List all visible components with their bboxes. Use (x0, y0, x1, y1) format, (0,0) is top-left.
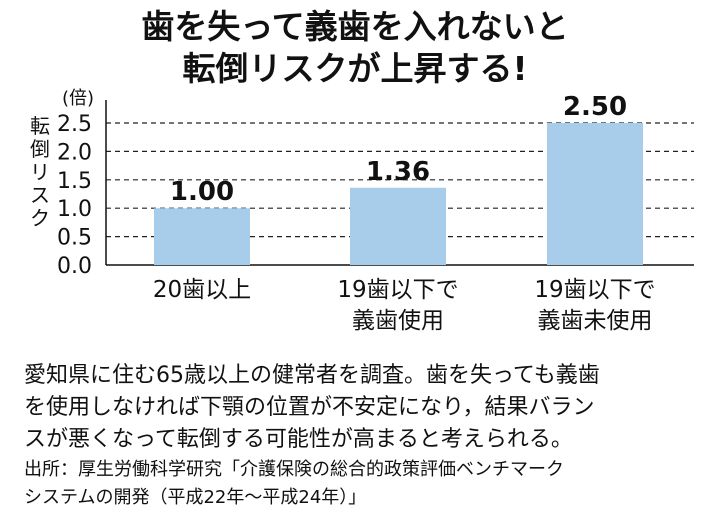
bar (350, 187, 446, 265)
bar-value-label: 2.50 (563, 92, 627, 122)
source-note: 出所：厚生労働科学研究「介護保険の総合的政策評価ベンチマーク システムの開発（平… (24, 456, 704, 512)
y-tick-label: 2.5 (57, 112, 92, 137)
chart-title-line-2: 転倒リスクが上昇する! (182, 49, 528, 88)
y-tick-label: 1.0 (57, 197, 92, 222)
bar-value-label: 1.36 (366, 157, 430, 187)
description-line: を使用しなければ下顎の位置が不安定になり，結果バラン (24, 395, 595, 420)
x-category-label: 19歯以下で (534, 277, 655, 303)
x-category-label: 20歯以上 (153, 277, 251, 303)
y-axis-label-char: 転 (30, 114, 50, 138)
y-axis-label-char: ス (30, 183, 50, 207)
y-tick-label: 0.5 (57, 226, 92, 251)
x-category-label: 義歯未使用 (538, 308, 653, 334)
x-category-label: 義歯使用 (352, 308, 444, 334)
x-category-label: 19歯以下で (337, 277, 458, 303)
y-tick-label: 1.5 (57, 169, 92, 194)
source-line: 出所：厚生労働科学研究「介護保険の総合的政策評価ベンチマーク (24, 459, 564, 480)
bar (547, 123, 643, 265)
source-line: システムの開発（平成22年〜平成24年）」 (24, 487, 367, 508)
y-tick-label: 0.0 (57, 254, 92, 279)
bar-chart: 0.0 0.5 1.0 1.5 2.0 2.5 (倍) 転倒リスク 1.00 20歯以上 1.36 1… (30, 88, 694, 334)
y-axis-label-char: ク (30, 206, 50, 230)
y-tick-label: 2.0 (57, 140, 92, 165)
description: 愛知県に住む65歳以上の健常者を調査。歯を失っても義歯 を使用しなければ下顎の位… (24, 360, 694, 456)
chart-title-line-1: 歯を失って義歯を入れないと (141, 7, 569, 46)
description-line: スが悪くなって転倒する可能性が高まると考えられる。 (24, 427, 573, 452)
description-line: 愛知県に住む65歳以上の健常者を調査。歯を失っても義歯 (24, 363, 600, 388)
y-unit-label: (倍) (62, 88, 94, 109)
y-axis-label-char: 倒 (30, 137, 50, 161)
y-axis-label-char: リ (30, 160, 50, 184)
bar-value-label: 1.00 (170, 177, 234, 207)
bar (154, 208, 250, 265)
